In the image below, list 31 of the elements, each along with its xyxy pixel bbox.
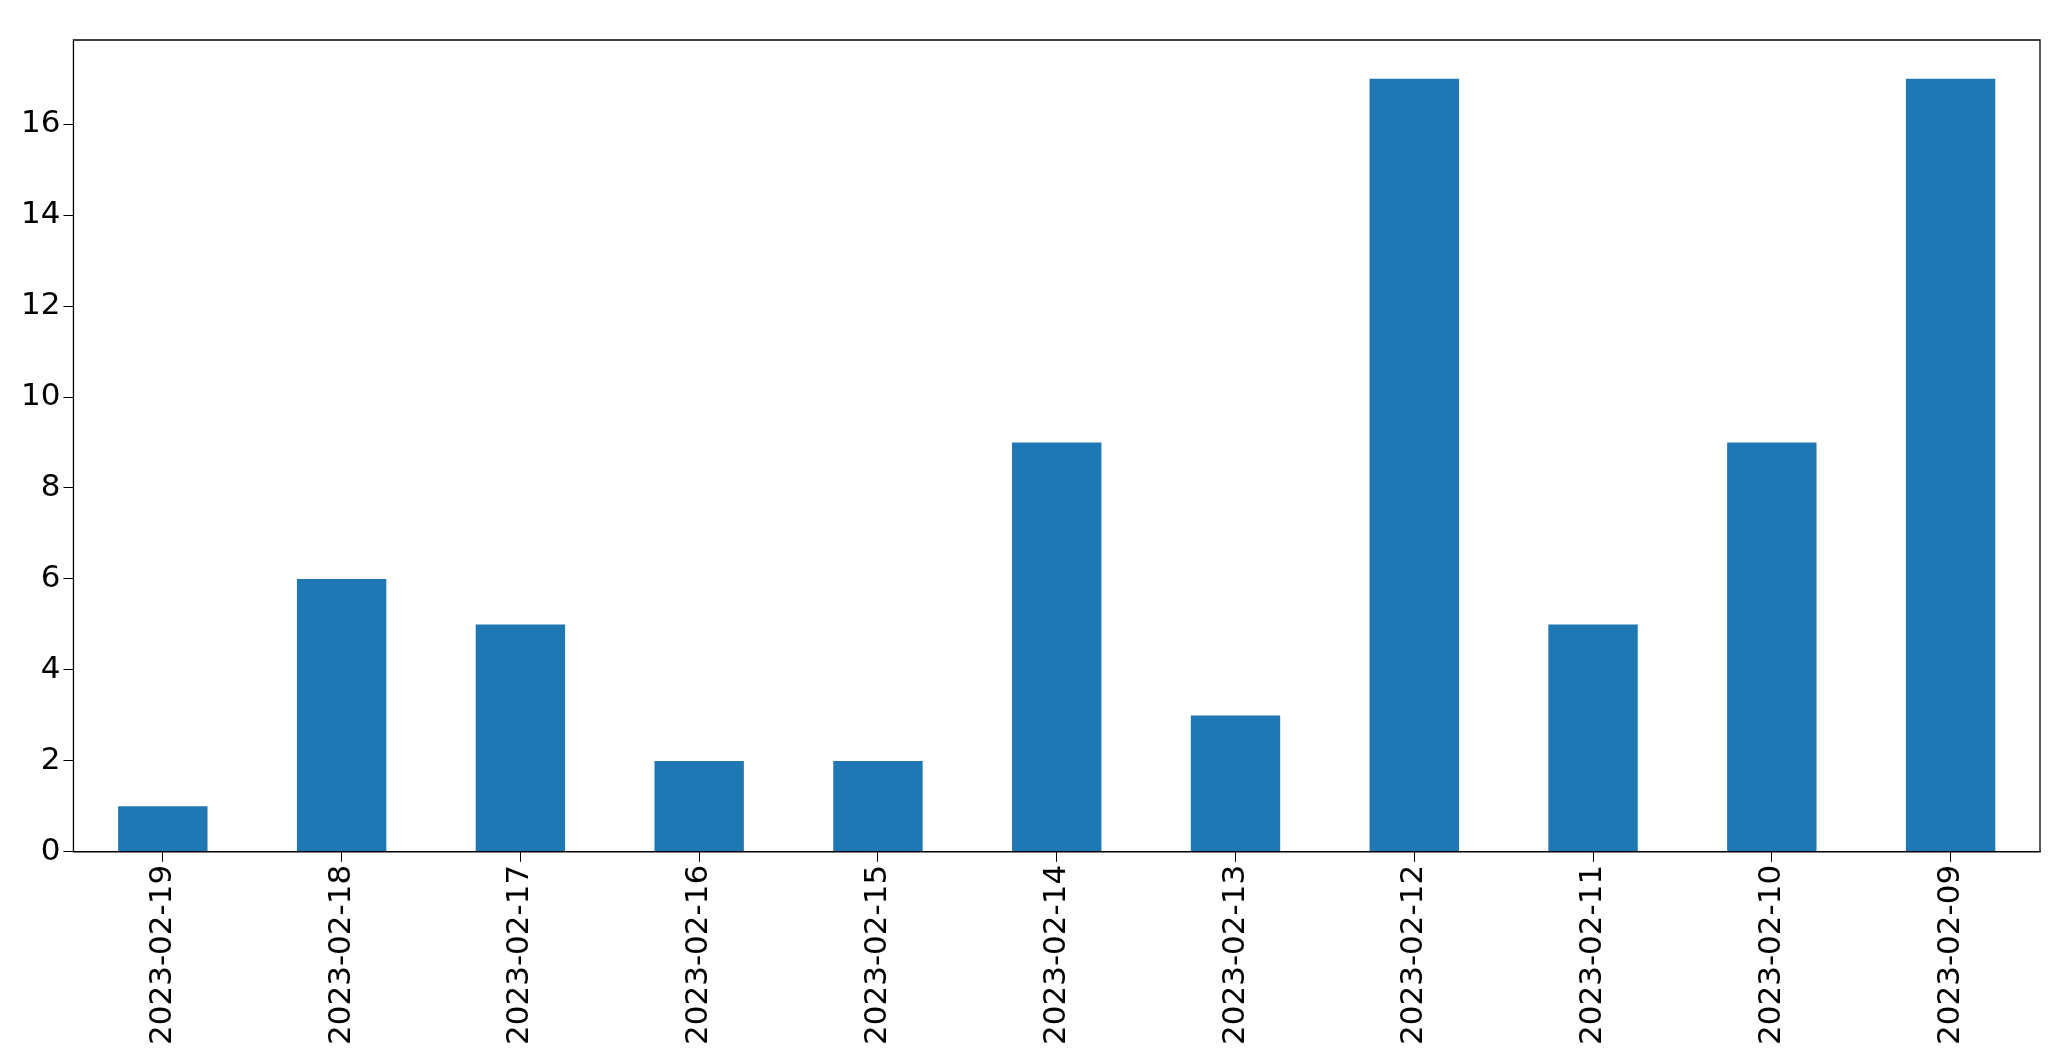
bar <box>833 760 923 852</box>
y-tick-label: 14 <box>20 194 61 231</box>
x-tick-label: 2023-02-15 <box>856 864 893 1046</box>
y-tick-label: 2 <box>40 739 61 776</box>
y-tick-label: 8 <box>40 467 61 504</box>
bar <box>1012 442 1102 852</box>
bar <box>296 578 387 852</box>
y-tick-label: 12 <box>20 285 61 322</box>
y-tick-label: 10 <box>20 376 61 413</box>
bar <box>118 806 208 852</box>
bar <box>1369 78 1459 852</box>
x-tick-label: 2023-02-16 <box>678 864 715 1046</box>
x-tick-label: 2023-02-18 <box>320 864 357 1046</box>
bar <box>1727 442 1817 852</box>
y-tick-label: 16 <box>20 103 61 140</box>
bar <box>1905 78 1996 852</box>
y-tick-label: 0 <box>40 830 61 867</box>
y-tick-label: 4 <box>40 648 61 685</box>
x-tick-label: 2023-02-19 <box>141 864 178 1046</box>
x-tick-label: 2023-02-11 <box>1572 864 1609 1046</box>
x-tick-label: 2023-02-09 <box>1929 864 1966 1046</box>
y-tick-label: 6 <box>40 558 61 594</box>
bar <box>475 624 566 852</box>
x-tick-label: 2023-02-12 <box>1393 864 1430 1046</box>
bar <box>1548 624 1638 852</box>
x-tick-label: 2023-02-10 <box>1750 864 1787 1046</box>
x-tick-label: 2023-02-13 <box>1214 864 1251 1046</box>
x-tick-label: 2023-02-17 <box>499 864 536 1046</box>
bar <box>1190 715 1281 852</box>
bar <box>654 760 744 852</box>
x-tick-label: 2023-02-14 <box>1035 864 1072 1046</box>
